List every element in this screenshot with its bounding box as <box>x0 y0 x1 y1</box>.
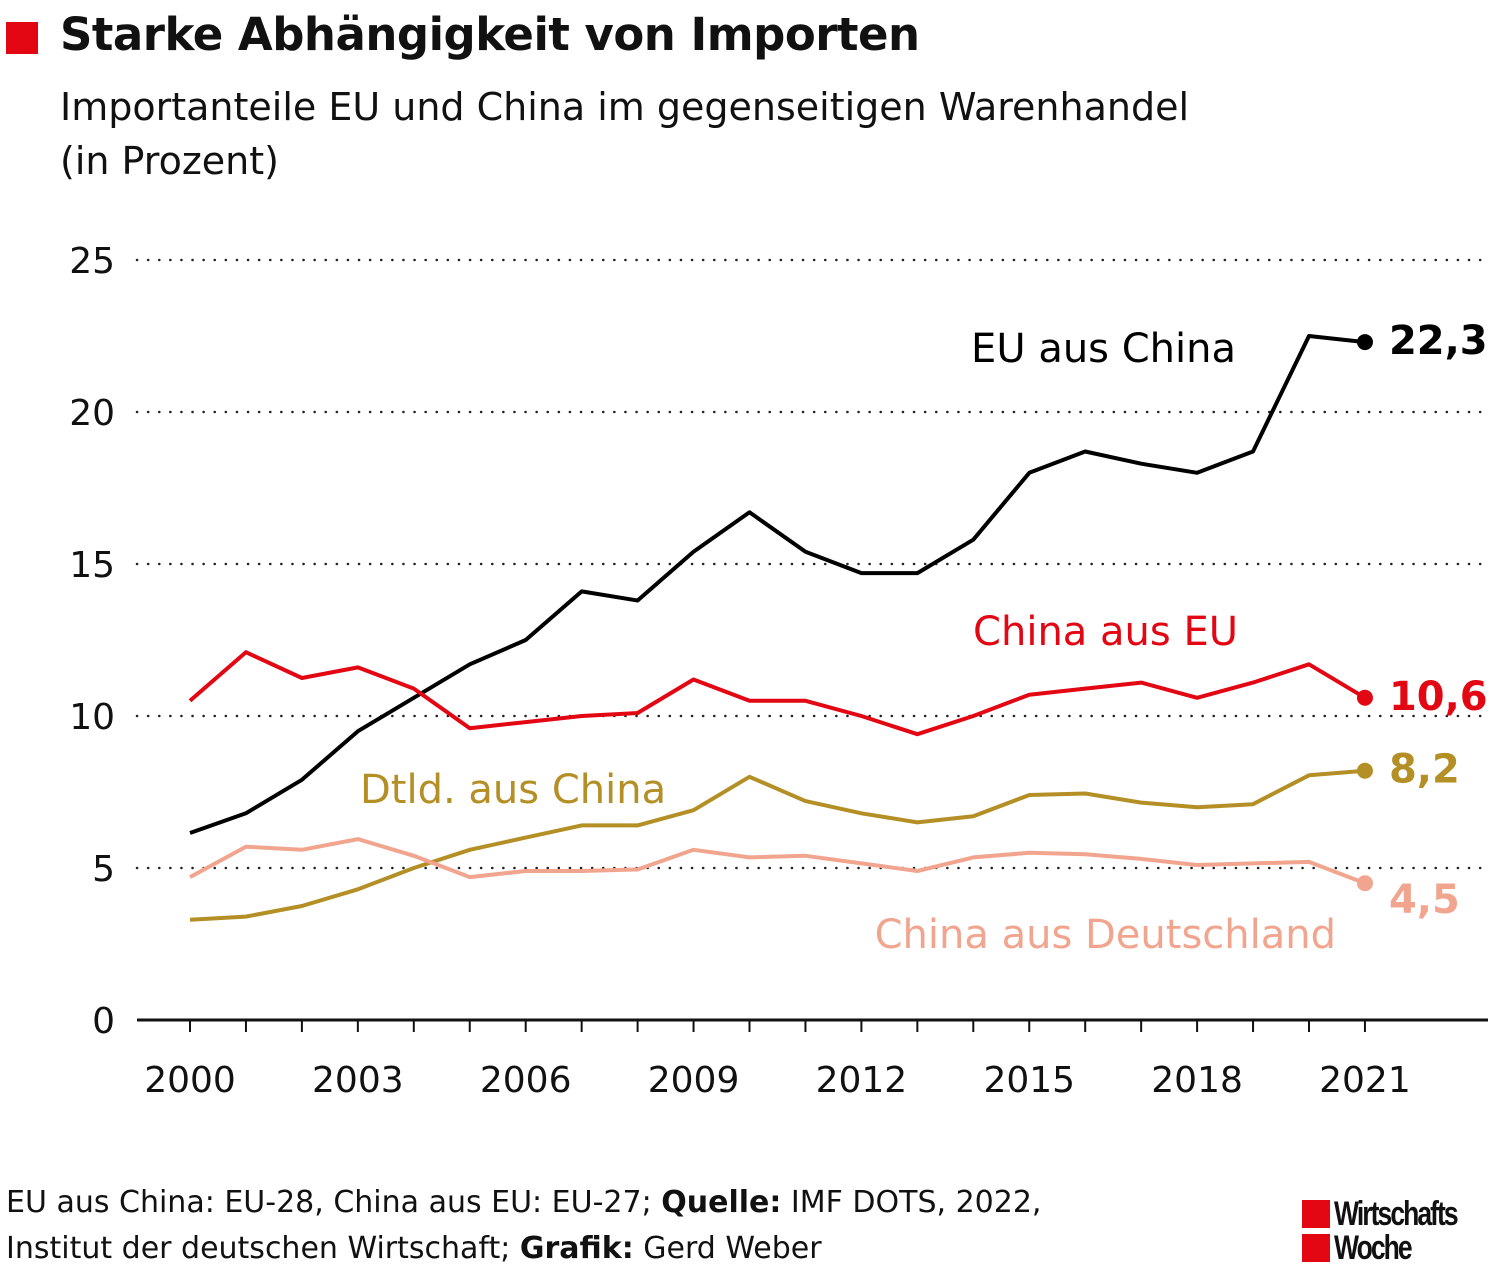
x-tick-label: 2021 <box>1319 1060 1411 1101</box>
y-tick-label: 5 <box>92 849 115 890</box>
graphic-label: Grafik: <box>519 1231 634 1266</box>
end-value-label: 10,6 <box>1389 674 1488 720</box>
y-tick-label: 25 <box>69 241 115 282</box>
graphic-author: Gerd Weber <box>633 1231 822 1266</box>
note-line-2: Institut der deutschen Wirtschaft; <box>6 1231 520 1266</box>
series-label: China aus Deutschland <box>875 912 1336 958</box>
series-line-4 <box>189 837 1366 886</box>
footnote: EU aus China: EU-28, China aus EU: EU-27… <box>6 1180 1041 1272</box>
wirtschaftswoche-logo: Wirtschafts Woche <box>1300 1195 1500 1268</box>
logo-square-2 <box>1302 1234 1330 1262</box>
series-label: Dtld. aus China <box>360 767 666 813</box>
chart-title: Starke Abhängigkeit von Importen <box>60 8 920 61</box>
source-text: IMF DOTS, 2022, <box>781 1185 1042 1220</box>
series-line-2 <box>188 650 1367 737</box>
end-value-label: 22,3 <box>1389 318 1488 364</box>
end-point-marker <box>1356 762 1373 779</box>
x-tick-label: 2012 <box>816 1060 908 1101</box>
x-tick-label: 2009 <box>648 1060 740 1101</box>
end-point-marker <box>1356 689 1373 706</box>
title-marker-icon <box>6 22 38 54</box>
x-tick-label: 2015 <box>983 1060 1075 1101</box>
end-point-marker <box>1356 875 1373 892</box>
y-tick-label: 0 <box>92 1001 115 1042</box>
series-label: China aus EU <box>973 609 1238 655</box>
x-tick-label: 2006 <box>480 1060 572 1101</box>
end-value-label: 4,5 <box>1389 877 1460 923</box>
logo-line-2: Woche <box>1334 1229 1413 1267</box>
chart-subtitle: Importanteile EU und China im gegenseiti… <box>60 80 1460 188</box>
end-value-label: 8,2 <box>1389 747 1460 793</box>
logo-square-1 <box>1302 1200 1330 1228</box>
series-line-3 <box>189 768 1366 922</box>
y-tick-label: 15 <box>69 545 115 586</box>
x-tick-label: 2003 <box>312 1060 404 1101</box>
source-label: Quelle: <box>661 1185 782 1220</box>
subtitle-line-1: Importanteile EU und China im gegenseiti… <box>60 85 1190 129</box>
subtitle-line-2: (in Prozent) <box>60 139 279 183</box>
x-tick-label: 2000 <box>144 1060 236 1101</box>
end-point-marker <box>1356 334 1373 351</box>
series-line-1 <box>189 334 1366 835</box>
y-tick-label: 10 <box>69 697 115 738</box>
y-tick-label: 20 <box>69 393 115 434</box>
logo-line-1: Wirtschafts <box>1334 1195 1459 1233</box>
note-text: EU aus China: EU-28, China aus EU: EU-27… <box>6 1185 662 1220</box>
x-tick-label: 2018 <box>1151 1060 1243 1101</box>
series-label: EU aus China <box>971 326 1236 372</box>
